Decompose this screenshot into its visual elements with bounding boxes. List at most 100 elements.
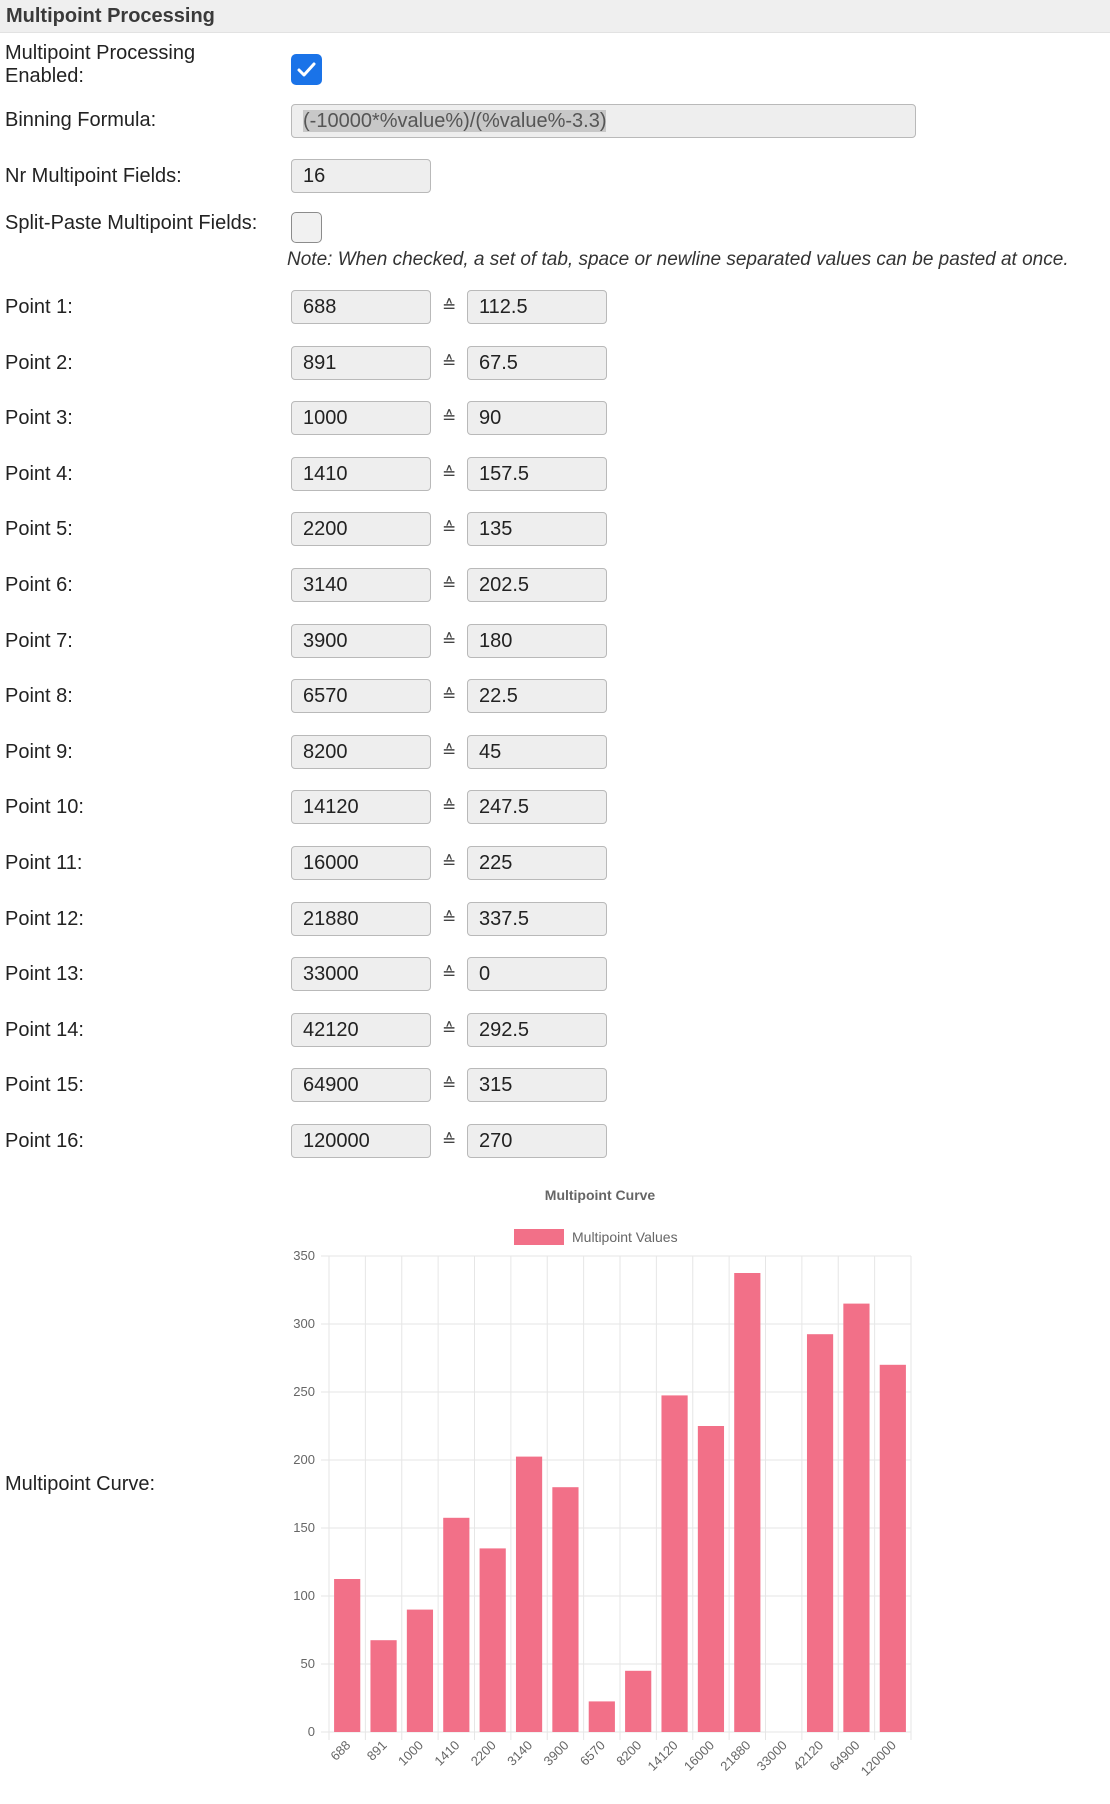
point-output-field[interactable]: 112.5 xyxy=(467,290,607,324)
point-label: Point 7: xyxy=(5,630,73,652)
x-tick-label: 688 xyxy=(327,1738,353,1764)
point-input-field[interactable]: 21880 xyxy=(291,902,431,936)
point-input-field[interactable]: 688 xyxy=(291,290,431,324)
chart-bar xyxy=(334,1579,361,1732)
curve-label: Multipoint Curve: xyxy=(5,1473,156,1495)
y-tick-label: 0 xyxy=(308,1724,315,1739)
point-output-field[interactable]: 180 xyxy=(467,624,607,658)
point-output-field[interactable]: 157.5 xyxy=(467,457,607,491)
y-tick-label: 200 xyxy=(293,1452,315,1467)
equivalence-icon: ≙ xyxy=(442,464,457,483)
y-tick-label: 350 xyxy=(293,1248,315,1263)
point-input-field[interactable]: 6570 xyxy=(291,679,431,713)
point-input-field[interactable]: 891 xyxy=(291,346,431,380)
x-tick-label: 3140 xyxy=(504,1738,535,1769)
point-input-field[interactable]: 33000 xyxy=(291,957,431,991)
point-input-field[interactable]: 14120 xyxy=(291,790,431,824)
formula-label: Binning Formula: xyxy=(5,109,157,131)
x-tick-label: 1410 xyxy=(431,1738,462,1769)
split-paste-note: Note: When checked, a set of tab, space … xyxy=(287,249,1069,270)
chart-title: Multipoint Curve xyxy=(545,1187,656,1203)
chart-bar xyxy=(625,1670,652,1732)
point-label: Point 15: xyxy=(5,1074,84,1096)
point-output-field[interactable]: 292.5 xyxy=(467,1013,607,1047)
legend-label: Multipoint Values xyxy=(572,1229,678,1245)
chart-bar xyxy=(806,1334,834,1732)
equivalence-icon: ≙ xyxy=(442,519,457,538)
legend-swatch xyxy=(514,1229,564,1245)
nr-fields-input[interactable]: 16 xyxy=(291,159,431,193)
point-input-field[interactable]: 3140 xyxy=(291,568,431,602)
x-tick-label: 14120 xyxy=(645,1738,681,1774)
point-output-field[interactable]: 315 xyxy=(467,1068,607,1102)
point-label: Point 14: xyxy=(5,1019,84,1041)
equivalence-icon: ≙ xyxy=(442,631,457,650)
split-paste-checkbox[interactable] xyxy=(291,212,322,243)
point-output-field[interactable]: 22.5 xyxy=(467,679,607,713)
point-output-field[interactable]: 247.5 xyxy=(467,790,607,824)
y-tick-label: 300 xyxy=(293,1316,315,1331)
chart-bar xyxy=(734,1273,761,1732)
chart-bar xyxy=(588,1701,615,1732)
chart-bar xyxy=(552,1487,579,1732)
checkmark-icon xyxy=(297,62,316,77)
y-tick-label: 100 xyxy=(293,1588,315,1603)
chart-bar xyxy=(406,1609,434,1732)
x-tick-label: 6570 xyxy=(577,1738,608,1769)
y-tick-label: 250 xyxy=(293,1384,315,1399)
y-tick-label: 150 xyxy=(293,1520,315,1535)
point-output-field[interactable]: 90 xyxy=(467,401,607,435)
point-input-field[interactable]: 64900 xyxy=(291,1068,431,1102)
point-input-field[interactable]: 120000 xyxy=(291,1124,431,1158)
x-tick-label: 21880 xyxy=(717,1738,753,1774)
equivalence-icon: ≙ xyxy=(442,1131,457,1150)
chart-bar xyxy=(661,1395,688,1732)
point-label: Point 13: xyxy=(5,963,84,985)
formula-value: (-10000*%value%)/(%value%-3.3) xyxy=(303,110,607,132)
enabled-checkbox[interactable] xyxy=(291,54,322,85)
point-output-field[interactable]: 270 xyxy=(467,1124,607,1158)
point-output-field[interactable]: 225 xyxy=(467,846,607,880)
point-output-field[interactable]: 337.5 xyxy=(467,902,607,936)
point-label: Point 2: xyxy=(5,352,73,374)
equivalence-icon: ≙ xyxy=(442,742,457,761)
point-input-field[interactable]: 3900 xyxy=(291,624,431,658)
chart-bar xyxy=(370,1640,397,1732)
point-input-field[interactable]: 1000 xyxy=(291,401,431,435)
chart-bar xyxy=(443,1517,470,1732)
point-label: Point 6: xyxy=(5,574,73,596)
point-input-field[interactable]: 2200 xyxy=(291,512,431,546)
x-tick-label: 2200 xyxy=(468,1738,499,1769)
point-input-field[interactable]: 16000 xyxy=(291,846,431,880)
x-tick-label: 1000 xyxy=(395,1738,426,1769)
y-tick-label: 50 xyxy=(301,1656,315,1671)
x-tick-label: 3900 xyxy=(541,1738,572,1769)
x-tick-label: 33000 xyxy=(754,1738,790,1774)
point-input-field[interactable]: 42120 xyxy=(291,1013,431,1047)
equivalence-icon: ≙ xyxy=(442,1020,457,1039)
x-tick-label: 16000 xyxy=(681,1738,717,1774)
point-label: Point 3: xyxy=(5,407,73,429)
point-output-field[interactable]: 45 xyxy=(467,735,607,769)
equivalence-icon: ≙ xyxy=(442,353,457,372)
point-label: Point 12: xyxy=(5,908,84,930)
point-label: Point 10: xyxy=(5,796,84,818)
x-tick-label: 120000 xyxy=(858,1738,899,1779)
point-input-field[interactable]: 1410 xyxy=(291,457,431,491)
point-input-field[interactable]: 8200 xyxy=(291,735,431,769)
enabled-label-line2: Enabled: xyxy=(5,65,84,87)
point-label: Point 4: xyxy=(5,463,73,485)
chart-bar xyxy=(879,1364,906,1732)
point-output-field[interactable]: 135 xyxy=(467,512,607,546)
equivalence-icon: ≙ xyxy=(442,575,457,594)
point-label: Point 11: xyxy=(5,852,83,874)
section-title: Multipoint Processing xyxy=(6,5,215,27)
equivalence-icon: ≙ xyxy=(442,408,457,427)
point-output-field[interactable]: 0 xyxy=(467,957,607,991)
point-output-field[interactable]: 67.5 xyxy=(467,346,607,380)
enabled-label: Multipoint Processing Enabled: xyxy=(5,42,195,88)
x-tick-label: 8200 xyxy=(613,1738,644,1769)
enabled-label-line1: Multipoint Processing xyxy=(5,42,196,64)
formula-input[interactable]: (-10000*%value%)/(%value%-3.3) xyxy=(291,104,916,138)
point-output-field[interactable]: 202.5 xyxy=(467,568,607,602)
